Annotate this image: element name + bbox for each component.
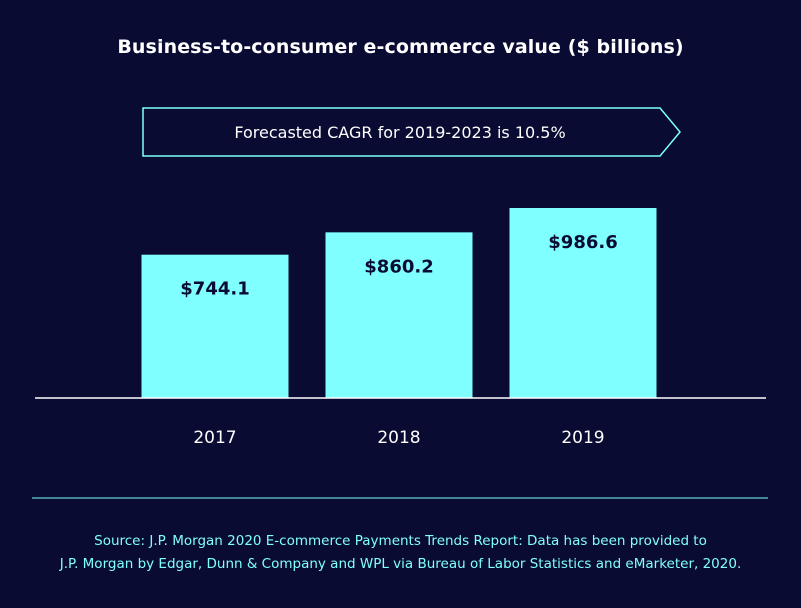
source-line-2: J.P. Morgan by Edgar, Dunn & Company and…	[59, 556, 742, 572]
cagr-annotation: Forecasted CAGR for 2019-2023 is 10.5%	[234, 123, 565, 142]
x-tick-label-2017: 2017	[193, 428, 236, 448]
bar-value-label-2018: $860.2	[364, 256, 433, 277]
source-line-1: Source: J.P. Morgan 2020 E-commerce Paym…	[94, 533, 707, 549]
cagr-arrow-box	[142, 107, 681, 157]
source-note: Source: J.P. Morgan 2020 E-commerce Paym…	[0, 530, 801, 576]
x-tick-label-2019: 2019	[561, 428, 604, 448]
bar-2019	[509, 208, 657, 398]
bars-group: $744.1 $860.2 $986.6	[141, 208, 657, 398]
cagr-callout: Forecasted CAGR for 2019-2023 is 10.5%	[142, 107, 681, 157]
bar-2018	[325, 232, 473, 398]
bar-value-label-2017: $744.1	[180, 279, 249, 300]
bar-2017	[141, 254, 289, 398]
x-tick-labels: 2017 2018 2019	[193, 428, 604, 448]
chart-title: Business-to-consumer e-commerce value ($…	[117, 36, 684, 58]
bar-value-label-2019: $986.6	[548, 232, 617, 253]
x-tick-label-2018: 2018	[377, 428, 420, 448]
